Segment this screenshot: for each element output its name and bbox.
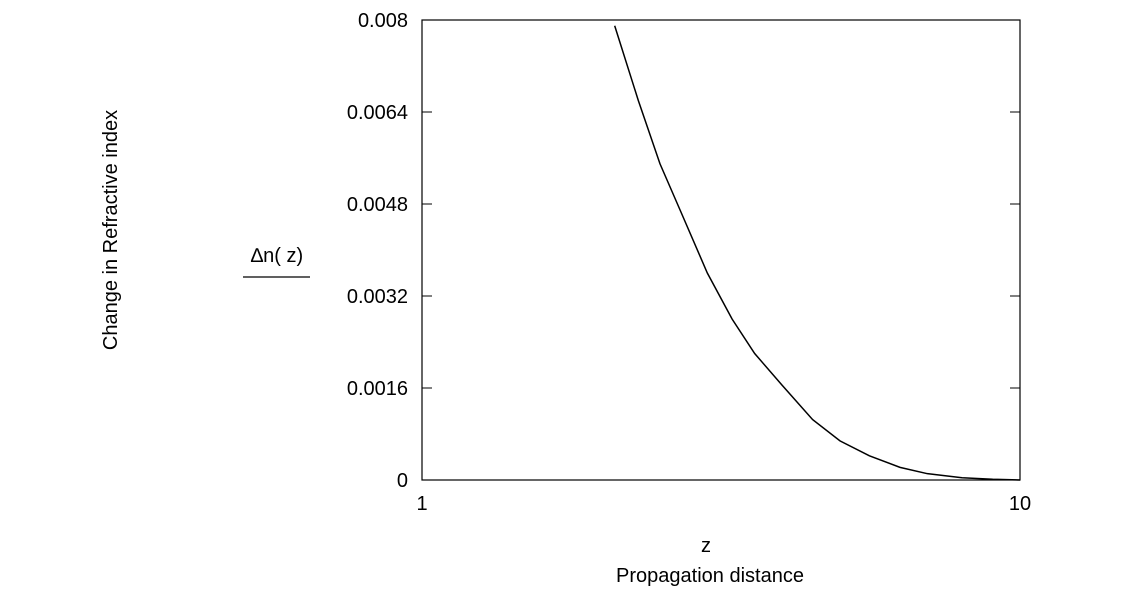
y-axis-ticks: 0 0.0016 0.0032 0.0048 0.0064 0.008 (347, 10, 1020, 492)
x-tick-label: 10 (1009, 493, 1031, 515)
y-tick-label: 0.008 (358, 10, 408, 32)
x-axis-ticks: 1 10 (416, 493, 1031, 515)
xlabel-symbol: z (701, 535, 711, 557)
y-tick-label: 0.0048 (347, 194, 408, 216)
y-tick-label: 0 (397, 470, 408, 492)
ylabel-text: Change in Refractive index (100, 110, 122, 350)
x-tick-label: 1 (416, 493, 427, 515)
ylabel-symbol: ∆n( z) (251, 245, 303, 267)
xlabel-text: Propagation distance (616, 565, 804, 587)
plot-frame (421, 19, 1021, 481)
y-tick-label: 0.0064 (347, 102, 408, 124)
series-line (613, 25, 1021, 481)
y-tick-label: 0.0032 (347, 286, 408, 308)
y-tick-label: 0.0016 (347, 378, 408, 400)
